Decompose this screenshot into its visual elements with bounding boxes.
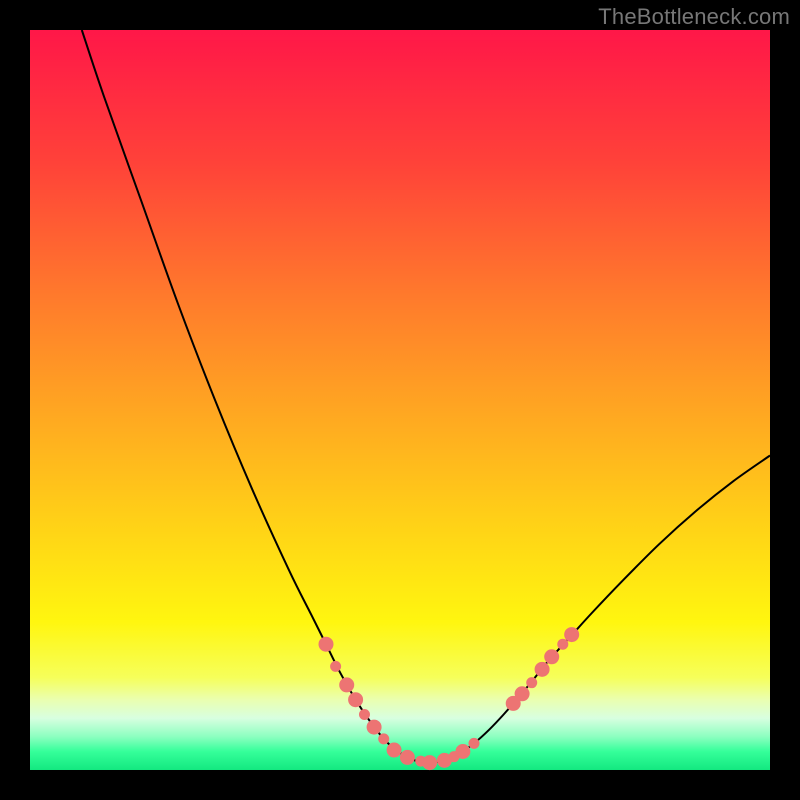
curve-marker: [387, 743, 401, 757]
curve-marker: [331, 661, 341, 671]
curve-marker: [423, 756, 437, 770]
curve-marker: [545, 650, 559, 664]
curve-marker: [515, 687, 529, 701]
watermark-text: TheBottleneck.com: [598, 4, 790, 30]
curve-marker: [349, 693, 363, 707]
curve-marker: [535, 662, 549, 676]
bottleneck-curve-chart: [0, 0, 800, 800]
curve-marker: [558, 639, 568, 649]
curve-marker: [527, 678, 537, 688]
curve-marker: [400, 750, 414, 764]
curve-marker: [359, 710, 369, 720]
chart-stage: TheBottleneck.com: [0, 0, 800, 800]
curve-marker: [469, 738, 479, 748]
curve-marker: [367, 720, 381, 734]
plot-gradient-background: [30, 30, 770, 770]
curve-marker: [565, 628, 579, 642]
curve-marker: [379, 734, 389, 744]
curve-marker: [340, 678, 354, 692]
curve-marker: [456, 745, 470, 759]
curve-marker: [319, 637, 333, 651]
